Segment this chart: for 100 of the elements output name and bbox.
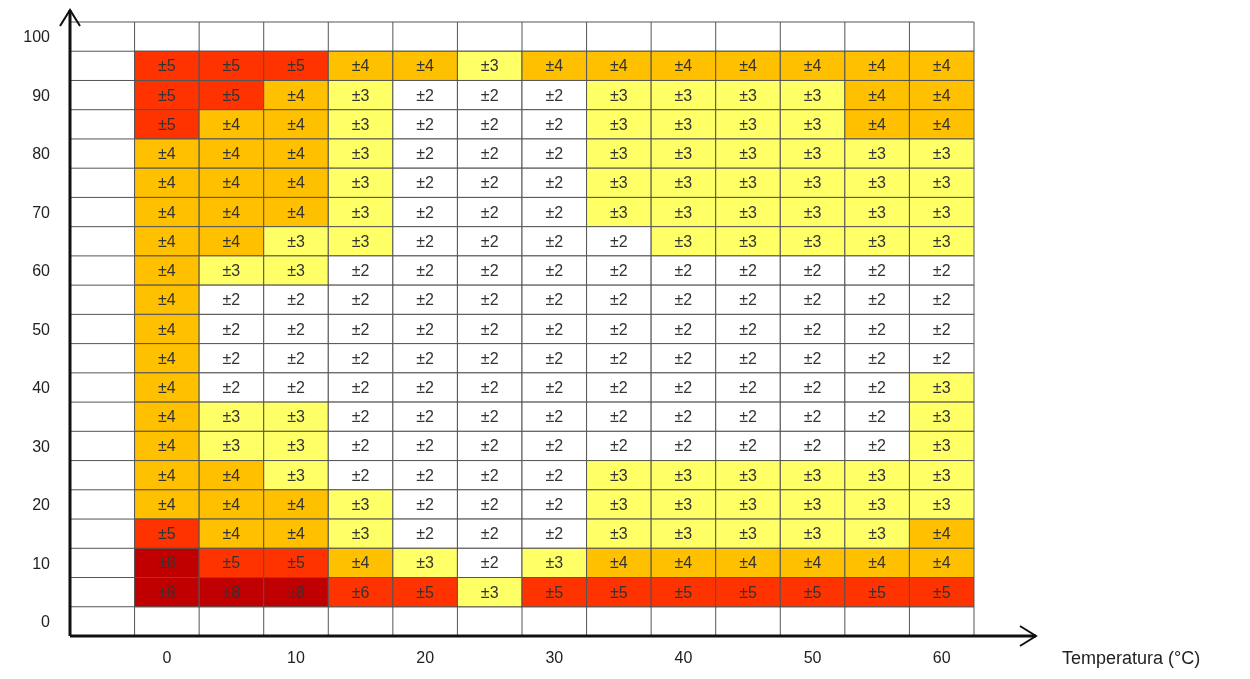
y-tick-label: 100 [23, 28, 51, 46]
data-label: ±2 [351, 378, 370, 396]
data-label: ±3 [932, 437, 951, 455]
data-label: ±2 [610, 378, 628, 396]
data-label: ±2 [739, 408, 757, 426]
data-label: ±2 [480, 378, 499, 396]
data-label: ±2 [803, 349, 822, 367]
y-tick-label: 20 [32, 496, 51, 514]
data-label: ±2 [610, 408, 628, 426]
x-axis-title: Temperatura (°C) [1062, 648, 1201, 668]
data-label: ±8 [287, 583, 305, 601]
data-label: ±2 [416, 203, 435, 221]
data-label: ±2 [480, 495, 499, 513]
data-label: ±4 [158, 495, 176, 513]
data-label: ±4 [932, 86, 951, 104]
data-label: ±4 [222, 232, 241, 250]
data-label: ±4 [222, 495, 241, 513]
data-label: ±4 [222, 466, 241, 484]
data-label: ±2 [545, 378, 564, 396]
data-label: ±2 [416, 349, 435, 367]
data-label: ±2 [480, 349, 499, 367]
data-label: ±2 [674, 349, 693, 367]
data-label: ±4 [868, 57, 887, 75]
data-label: ±3 [803, 495, 822, 513]
data-label: ±4 [158, 320, 176, 338]
data-label: ±4 [351, 554, 370, 572]
data-label: ±3 [351, 115, 370, 133]
data-label: ±5 [287, 57, 305, 75]
data-label: ±2 [868, 437, 887, 455]
data-label: ±4 [158, 203, 176, 221]
y-tick-label: 50 [32, 320, 51, 338]
data-label: ±2 [545, 232, 564, 250]
data-label: ±5 [932, 583, 951, 601]
data-label: ±2 [416, 115, 435, 133]
data-label: ±4 [739, 554, 757, 572]
data-label: ±3 [739, 115, 757, 133]
data-label: ±2 [545, 174, 564, 192]
data-label: ±5 [222, 86, 241, 104]
data-label: ±4 [158, 262, 176, 280]
x-tick-label: 30 [545, 649, 564, 667]
data-label: ±3 [932, 232, 951, 250]
data-label: ±2 [416, 320, 435, 338]
data-label: ±2 [545, 466, 564, 484]
data-label: ±2 [351, 320, 370, 338]
data-label: ±4 [287, 174, 305, 192]
data-label: ±3 [739, 495, 757, 513]
data-label: ±3 [803, 174, 822, 192]
data-label: ±4 [932, 115, 951, 133]
y-tick-label: 90 [32, 86, 51, 104]
data-label: ±2 [480, 262, 499, 280]
data-label: ±5 [222, 57, 241, 75]
data-label: ±3 [674, 115, 693, 133]
data-label: ±3 [739, 86, 757, 104]
data-label: ±3 [739, 174, 757, 192]
data-label: ±4 [674, 57, 693, 75]
data-label: ±2 [739, 437, 757, 455]
data-label: ±2 [610, 437, 628, 455]
data-label: ±3 [545, 554, 564, 572]
data-label: ±3 [287, 262, 305, 280]
data-label: ±2 [222, 320, 241, 338]
x-tick-label: 20 [416, 649, 435, 667]
data-label: ±2 [545, 349, 564, 367]
data-label: ±8 [222, 583, 241, 601]
data-label: ±2 [610, 232, 628, 250]
data-label: ±2 [416, 495, 435, 513]
data-label: ±8 [158, 554, 176, 572]
data-label: ±3 [351, 203, 370, 221]
data-label: ±4 [158, 145, 176, 163]
data-label: ±3 [674, 174, 693, 192]
data-label: ±4 [351, 57, 370, 75]
data-label: ±5 [610, 583, 628, 601]
data-label: ±3 [610, 466, 628, 484]
data-label: ±2 [739, 262, 757, 280]
data-label: ±2 [416, 378, 435, 396]
data-label: ±2 [545, 437, 564, 455]
data-label: ±2 [480, 408, 499, 426]
data-label: ±2 [803, 437, 822, 455]
data-label: ±3 [351, 495, 370, 513]
data-label: ±2 [287, 349, 305, 367]
data-label: ±3 [610, 145, 628, 163]
data-label: ±2 [674, 320, 693, 338]
data-label: ±3 [868, 232, 887, 250]
data-label: ±8 [158, 583, 176, 601]
x-tick-label: 10 [287, 649, 305, 667]
data-label: ±2 [416, 466, 435, 484]
data-label: ±2 [222, 349, 241, 367]
y-tick-label: 40 [32, 379, 51, 397]
data-label: ±3 [674, 232, 693, 250]
data-label: ±3 [674, 495, 693, 513]
data-label: ±5 [158, 525, 176, 543]
data-label: ±3 [932, 378, 951, 396]
data-label: ±3 [739, 203, 757, 221]
data-label: ±3 [610, 115, 628, 133]
data-label: ±2 [803, 378, 822, 396]
data-label: ±2 [480, 466, 499, 484]
data-label: ±3 [868, 174, 887, 192]
data-label: ±2 [416, 86, 435, 104]
data-label: ±2 [545, 495, 564, 513]
data-label: ±4 [803, 57, 822, 75]
data-label: ±2 [416, 262, 435, 280]
